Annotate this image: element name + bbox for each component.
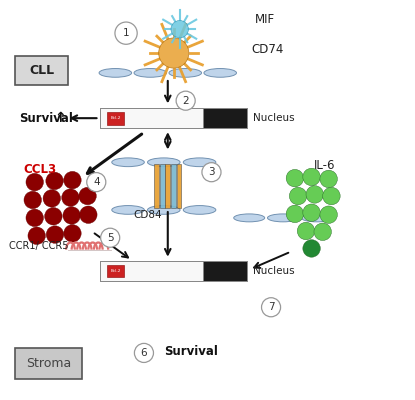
Circle shape [176,91,195,110]
FancyBboxPatch shape [107,112,124,124]
Circle shape [202,163,221,182]
Text: Nucleus: Nucleus [253,266,295,276]
Ellipse shape [112,206,144,214]
Text: CD74: CD74 [251,43,283,56]
Circle shape [159,38,189,68]
Circle shape [286,170,304,187]
FancyBboxPatch shape [203,261,247,282]
Text: 5: 5 [107,233,113,243]
Circle shape [62,189,79,206]
Ellipse shape [112,158,144,167]
Text: CD84: CD84 [134,210,162,220]
Circle shape [303,240,320,257]
Circle shape [320,206,337,224]
Ellipse shape [183,158,216,167]
Circle shape [261,298,281,317]
Circle shape [323,187,340,205]
Circle shape [64,171,81,189]
Text: ↑: ↑ [54,111,66,125]
Circle shape [26,209,44,227]
Circle shape [303,168,320,186]
Circle shape [286,205,304,223]
FancyBboxPatch shape [100,108,203,128]
Text: ↑: ↑ [134,345,146,359]
Ellipse shape [147,206,180,214]
Circle shape [306,186,323,203]
Circle shape [80,206,97,224]
Ellipse shape [204,68,237,77]
Circle shape [101,228,120,247]
Circle shape [314,223,332,240]
Ellipse shape [234,214,265,222]
Circle shape [289,187,307,205]
FancyBboxPatch shape [160,164,165,208]
Text: Bcl-2: Bcl-2 [110,116,121,120]
Text: CLL: CLL [29,64,54,77]
Ellipse shape [147,158,180,167]
FancyBboxPatch shape [154,164,159,208]
FancyBboxPatch shape [15,56,68,85]
Circle shape [320,170,337,188]
Ellipse shape [134,68,166,77]
Text: 7: 7 [268,302,274,312]
Circle shape [46,226,64,243]
Circle shape [43,190,61,207]
FancyBboxPatch shape [171,164,176,208]
FancyBboxPatch shape [176,164,181,208]
Circle shape [134,343,154,362]
Circle shape [24,191,42,209]
Circle shape [79,187,96,205]
Circle shape [87,172,106,192]
Circle shape [115,22,137,44]
Circle shape [26,173,44,191]
Text: Nucleus: Nucleus [253,113,295,123]
FancyBboxPatch shape [166,164,170,208]
Ellipse shape [268,214,298,222]
Circle shape [64,225,81,242]
FancyBboxPatch shape [107,265,124,278]
Text: CCR1/ CCR5: CCR1/ CCR5 [9,241,68,251]
Ellipse shape [301,214,332,222]
Circle shape [45,208,62,225]
Text: Stroma: Stroma [26,357,71,370]
Circle shape [297,222,315,240]
Text: 2: 2 [182,96,189,106]
Text: Survival: Survival [164,345,218,358]
Circle shape [46,172,63,190]
Text: CCL3: CCL3 [23,162,56,176]
Text: 3: 3 [208,167,215,177]
Ellipse shape [99,68,132,77]
Circle shape [303,204,320,222]
Text: 6: 6 [141,348,147,358]
Ellipse shape [169,68,202,77]
Ellipse shape [183,206,216,214]
FancyBboxPatch shape [100,261,203,282]
Text: Survival: Survival [19,112,73,125]
FancyBboxPatch shape [15,348,82,379]
Text: MIF: MIF [255,13,275,26]
Text: IL-6: IL-6 [314,158,335,172]
Circle shape [171,20,188,38]
FancyBboxPatch shape [203,108,247,128]
Circle shape [63,207,81,224]
Text: 4: 4 [93,177,100,187]
Text: 1: 1 [123,28,129,38]
Circle shape [28,227,45,244]
Text: Bcl-2: Bcl-2 [110,269,121,273]
